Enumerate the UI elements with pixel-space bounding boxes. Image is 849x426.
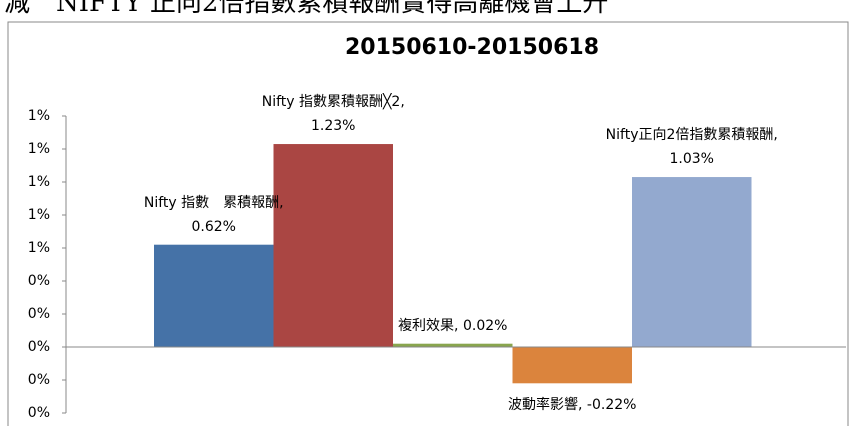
y-tick-label: 1% (28, 240, 50, 256)
data-label: Nifty 指數 累積報酬, 0.62% (143, 194, 284, 235)
chart-title: 20150610-20150618 (345, 35, 599, 60)
bar (632, 177, 752, 347)
header-text: 減 NIFTY 正向2倍指數累積報酬實得高離機會上升 (4, 0, 608, 18)
bar (154, 244, 274, 347)
bar (273, 144, 393, 347)
data-label: 波動率影響, -0.22% (508, 397, 637, 414)
data-label: Nifty 指數累積報酬╳2, 1.23% (261, 94, 405, 135)
y-tick-label: 1% (28, 141, 50, 157)
bar (512, 347, 632, 384)
y-tick-label: 0% (28, 405, 50, 421)
y-tick-label: 0% (28, 273, 50, 289)
y-tick-label: 1% (28, 174, 50, 190)
y-tick-label: 1% (28, 108, 50, 124)
y-tick-label: 0% (28, 339, 50, 355)
y-tick-label: 0% (28, 372, 50, 388)
y-tick-label: 0% (28, 306, 50, 322)
y-tick-label: 1% (28, 207, 50, 223)
data-label: Nifty正向2倍指數累積報酬, 1.03% (605, 127, 778, 168)
bar (393, 343, 513, 347)
data-label: 複利效果, 0.02% (398, 317, 508, 334)
